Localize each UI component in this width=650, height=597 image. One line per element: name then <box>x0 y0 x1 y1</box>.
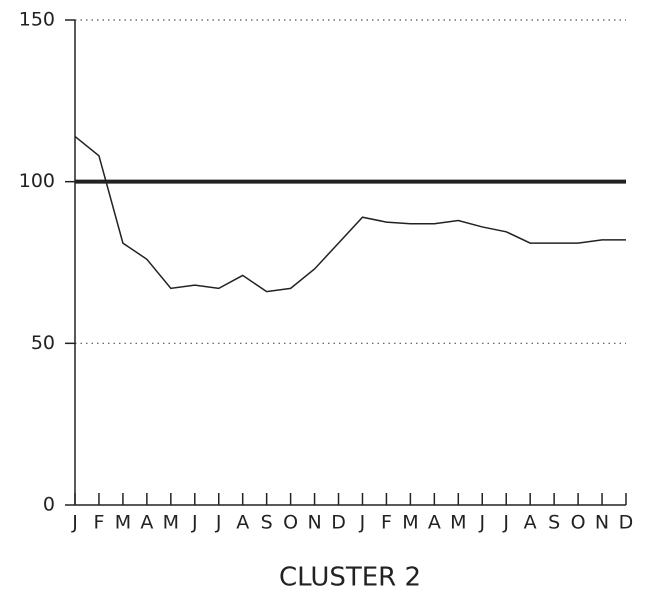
x-tick-label: J <box>71 512 78 534</box>
x-tick-label: S <box>548 512 560 534</box>
x-tick-label: J <box>191 512 198 534</box>
y-tick-label: 50 <box>31 332 55 354</box>
x-tick-label: O <box>571 512 586 534</box>
x-tick-label: J <box>502 512 509 534</box>
x-tick-label: J <box>359 512 366 534</box>
data-line <box>74 135 626 293</box>
chart-title: CLUSTER 2 <box>279 563 421 593</box>
x-tick-label: J <box>215 512 222 534</box>
x-tick-label: A <box>524 512 537 534</box>
x-tick-label: A <box>428 512 441 534</box>
x-tick-label: O <box>283 512 298 534</box>
x-tick-label: D <box>619 512 634 534</box>
x-tick-label: N <box>307 512 321 534</box>
x-tick-label: F <box>93 512 104 534</box>
x-tick-label: N <box>595 512 609 534</box>
x-tick-label: M <box>450 512 466 534</box>
x-tick-label: F <box>381 512 392 534</box>
x-tick-label: M <box>163 512 179 534</box>
x-tick-label: A <box>236 512 249 534</box>
x-tick-label: A <box>140 512 153 534</box>
y-tick-label: 150 <box>19 9 55 31</box>
x-tick-label: J <box>478 512 485 534</box>
y-tick-label: 100 <box>19 170 55 192</box>
x-tick-label: S <box>261 512 273 534</box>
x-tick-label: M <box>402 512 418 534</box>
x-tick-label: M <box>115 512 131 534</box>
x-tick-label: D <box>331 512 346 534</box>
y-tick-label: 0 <box>43 494 55 516</box>
